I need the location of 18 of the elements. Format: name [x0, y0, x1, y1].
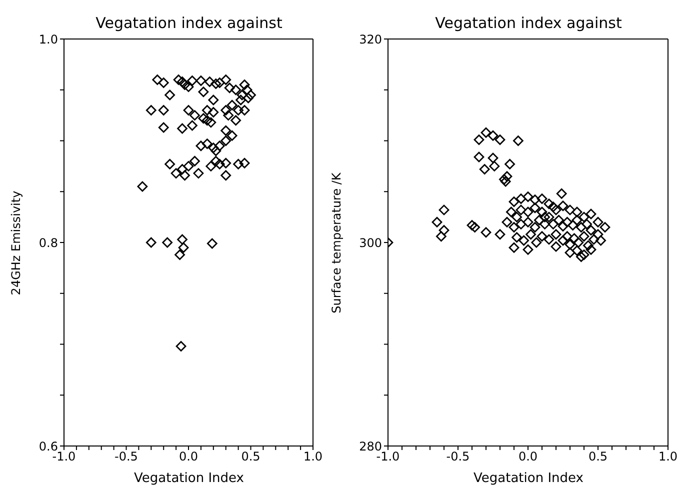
- y-axis-title: 24GHz Emissivity: [9, 190, 24, 296]
- y-tick-label: 1.0: [38, 32, 58, 46]
- x-tick-label: 0.5: [241, 450, 260, 464]
- x-tick-label: -0.5: [114, 450, 138, 464]
- chart-title: Vegatation index against: [434, 14, 623, 32]
- x-axis-title: Vegatation Index: [133, 471, 245, 486]
- x-tick-label: 0.0: [178, 450, 198, 464]
- x-tick-label: 0.0: [518, 450, 538, 464]
- x-tick-label: 1.0: [658, 450, 678, 464]
- x-tick-label: 0.5: [588, 450, 608, 464]
- x-tick-label: 1.0: [303, 450, 323, 464]
- y-tick-label: 300: [359, 236, 382, 250]
- chart-title: Vegatation index against: [94, 14, 284, 32]
- y-tick-label: 0.8: [38, 236, 58, 250]
- x-axis-title: Vegatation Index: [472, 471, 584, 486]
- x-tick-label: -0.5: [446, 450, 470, 464]
- y-axis-title: Surface temperature /K: [329, 172, 343, 314]
- y-tick-label: 320: [359, 32, 382, 46]
